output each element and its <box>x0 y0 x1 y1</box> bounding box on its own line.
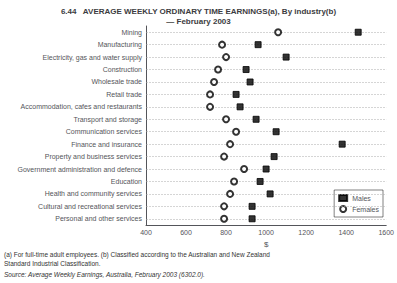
svg-text:Mining: Mining <box>121 29 142 37</box>
svg-text:1400: 1400 <box>338 229 354 236</box>
svg-text:Manufacturing: Manufacturing <box>98 41 142 49</box>
svg-text:Communication services: Communication services <box>66 128 143 135</box>
svg-text:1000: 1000 <box>258 229 274 236</box>
svg-text:Finance and insurance: Finance and insurance <box>71 141 142 148</box>
svg-text:Health and community services: Health and community services <box>45 190 143 198</box>
svg-text:Males: Males <box>352 195 371 202</box>
svg-text:Electricity, gas and water sup: Electricity, gas and water supply <box>43 54 143 62</box>
svg-text:Retail trade: Retail trade <box>106 91 142 98</box>
svg-text:Education: Education <box>111 178 142 185</box>
svg-text:1200: 1200 <box>298 229 314 236</box>
svg-text:1600: 1600 <box>378 229 394 236</box>
svg-text:— February 2003: — February 2003 <box>166 17 231 26</box>
svg-text:Females: Females <box>352 205 379 213</box>
svg-text:600: 600 <box>180 229 192 236</box>
svg-text:Accommodation, cafes and resta: Accommodation, cafes and restaurants <box>21 103 143 110</box>
svg-text:400: 400 <box>140 229 152 236</box>
svg-text:800: 800 <box>220 229 232 236</box>
svg-text:(a) For full-time adult employ: (a) For full-time adult employees. (b) C… <box>4 251 270 259</box>
svg-text:6.44 AVERAGE WEEKLY ORDINARY: 6.44 AVERAGE WEEKLY ORDINARY TIME EARNIN… <box>61 7 336 16</box>
svg-text:Standard Industrial Classifica: Standard Industrial Classification. <box>4 260 101 267</box>
svg-text:Government administration and: Government administration and defence <box>17 166 142 173</box>
svg-text:Construction: Construction <box>103 66 142 73</box>
svg-text:$: $ <box>264 240 269 249</box>
svg-text:Wholesale trade: Wholesale trade <box>91 78 142 85</box>
svg-text:Personal and other services: Personal and other services <box>55 215 142 222</box>
svg-text:Property and business services: Property and business services <box>45 153 143 161</box>
svg-text:Transport and storage: Transport and storage <box>73 116 142 124</box>
svg-text:Source: Average Weekly Earning: Source: Average Weekly Earnings, Austral… <box>4 271 205 279</box>
svg-text:Cultural and recreational serv: Cultural and recreational services <box>38 203 142 210</box>
